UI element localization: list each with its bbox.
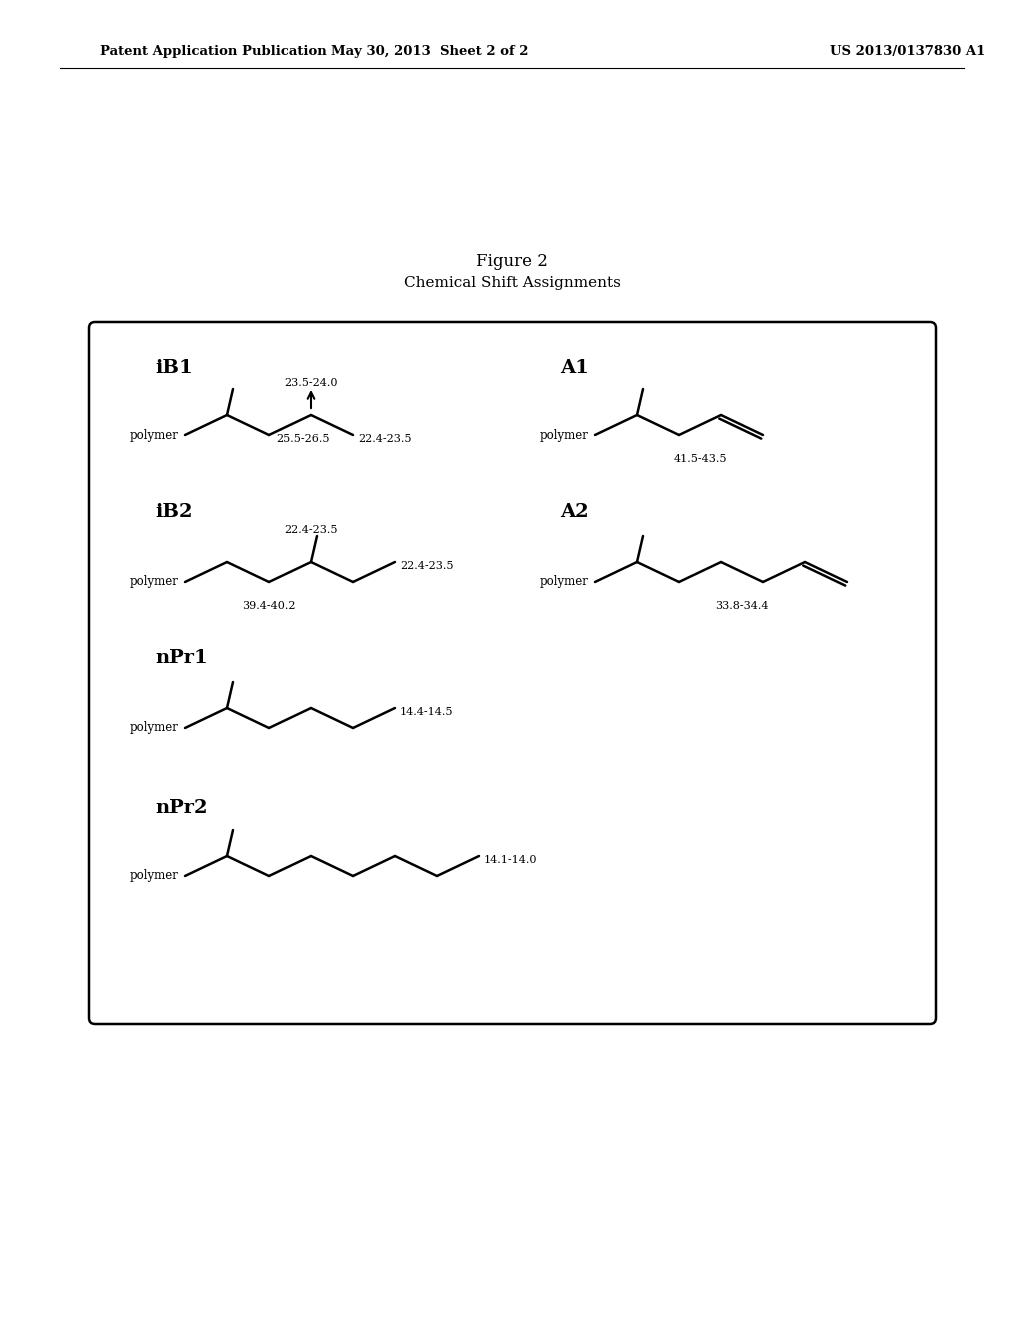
Text: iB2: iB2 (155, 503, 193, 521)
FancyBboxPatch shape (89, 322, 936, 1024)
Text: polymer: polymer (540, 576, 589, 589)
Text: A2: A2 (560, 503, 589, 521)
Text: 41.5-43.5: 41.5-43.5 (673, 454, 727, 465)
Text: 33.8-34.4: 33.8-34.4 (715, 601, 769, 611)
Text: 22.4-23.5: 22.4-23.5 (285, 525, 338, 535)
Text: US 2013/0137830 A1: US 2013/0137830 A1 (830, 45, 985, 58)
Text: polymer: polymer (130, 576, 179, 589)
Text: 22.4-23.5: 22.4-23.5 (358, 434, 412, 444)
Text: nPr1: nPr1 (155, 649, 208, 667)
Text: polymer: polymer (130, 722, 179, 734)
Text: A1: A1 (560, 359, 589, 378)
Text: polymer: polymer (130, 870, 179, 883)
Text: Chemical Shift Assignments: Chemical Shift Assignments (403, 276, 621, 290)
Text: polymer: polymer (540, 429, 589, 441)
Text: iB1: iB1 (155, 359, 193, 378)
Text: 25.5-26.5: 25.5-26.5 (276, 434, 330, 444)
Text: Figure 2: Figure 2 (476, 253, 548, 271)
Text: Patent Application Publication: Patent Application Publication (100, 45, 327, 58)
Text: 14.1-14.0: 14.1-14.0 (484, 855, 538, 865)
Text: 22.4-23.5: 22.4-23.5 (400, 561, 454, 572)
Text: polymer: polymer (130, 429, 179, 441)
Text: 39.4-40.2: 39.4-40.2 (243, 601, 296, 611)
Text: nPr2: nPr2 (155, 799, 208, 817)
Text: May 30, 2013  Sheet 2 of 2: May 30, 2013 Sheet 2 of 2 (331, 45, 528, 58)
Text: 14.4-14.5: 14.4-14.5 (400, 708, 454, 717)
Text: 23.5-24.0: 23.5-24.0 (285, 378, 338, 388)
